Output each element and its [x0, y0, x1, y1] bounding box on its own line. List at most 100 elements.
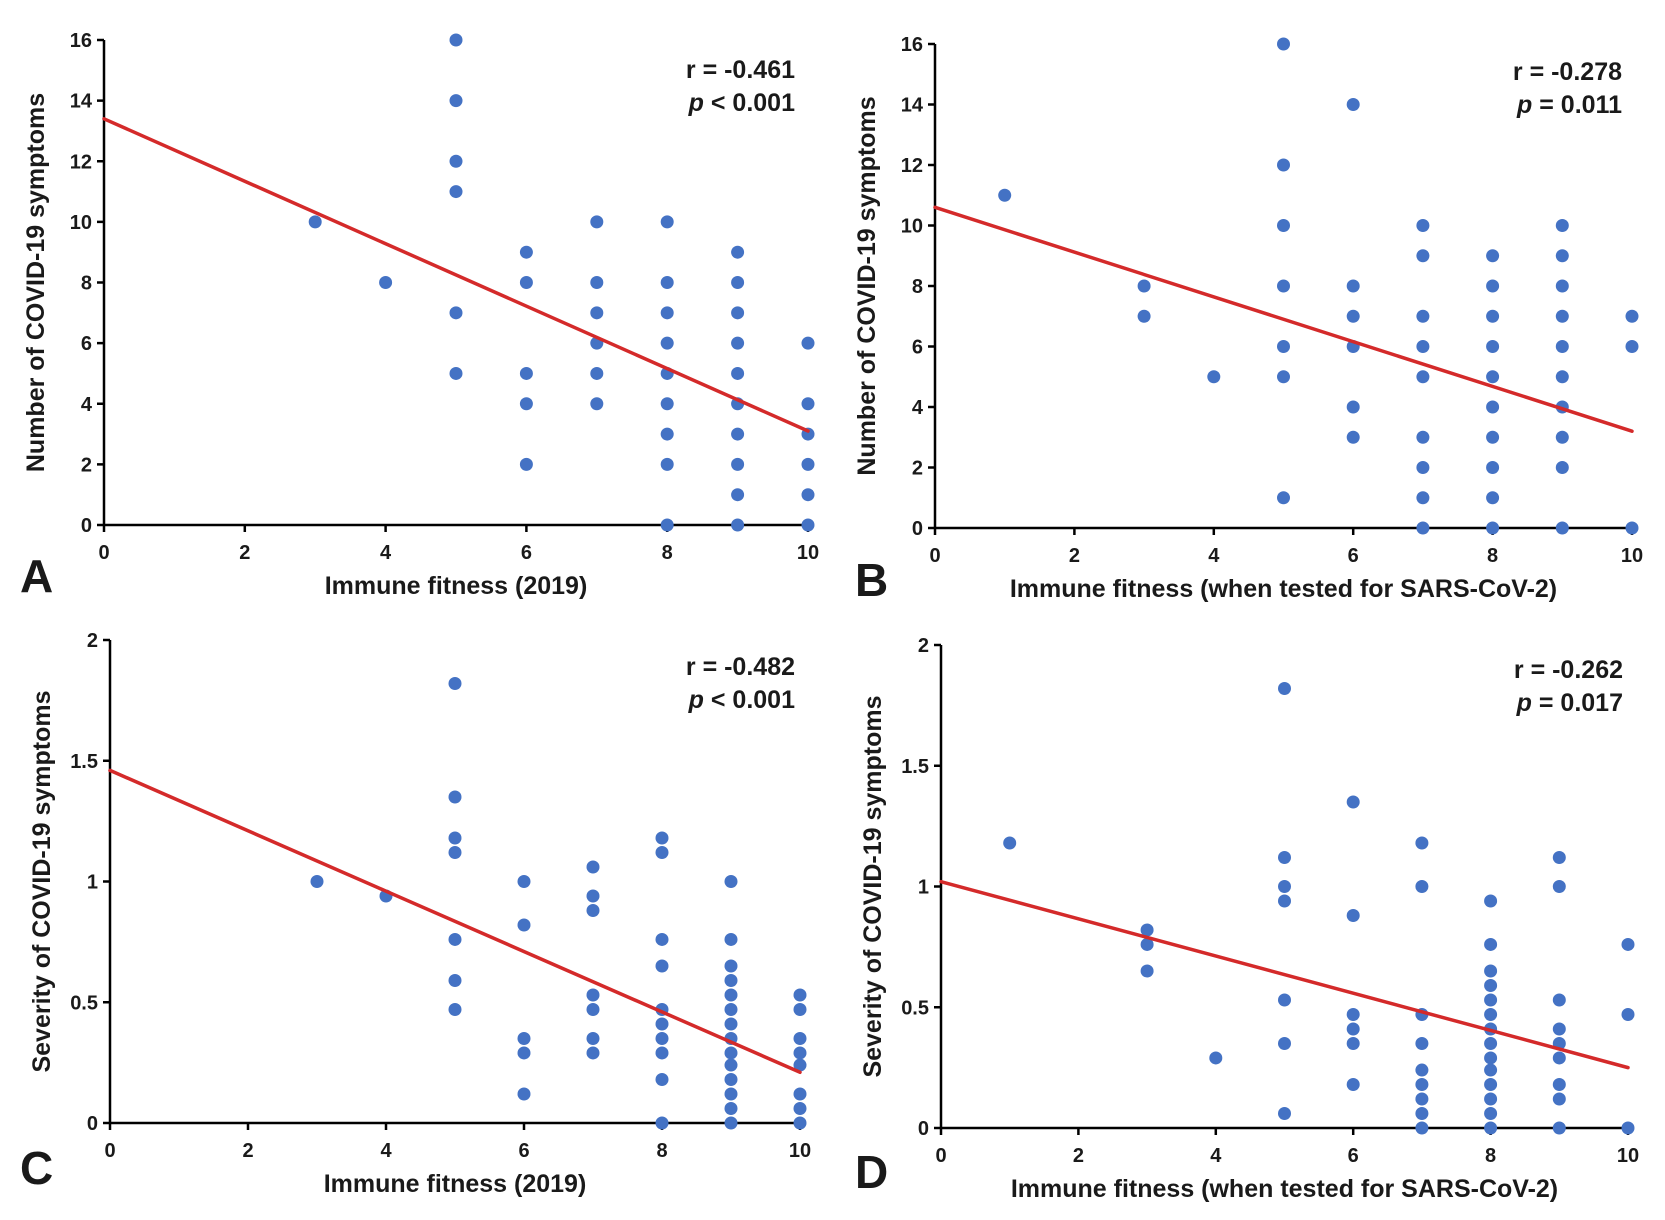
data-point [655, 846, 669, 860]
data-point [448, 846, 462, 860]
stat-r: r = -0.262 [1514, 656, 1623, 684]
data-point [1140, 937, 1154, 951]
data-point [1484, 894, 1498, 908]
data-point [731, 366, 745, 380]
data-point [1415, 836, 1429, 850]
data-point [449, 306, 463, 320]
y-axis-title: Number of COVID-19 symptoms [22, 93, 50, 472]
x-tick-label: 0 [935, 1145, 946, 1167]
data-point [1555, 279, 1569, 293]
data-point [724, 1017, 738, 1031]
data-point [1416, 219, 1430, 232]
data-point [1625, 309, 1639, 323]
x-tick-label: 2 [239, 542, 250, 564]
data-point [793, 1087, 807, 1101]
data-point [517, 1031, 531, 1045]
data-point [1416, 340, 1430, 353]
stat-p: p = 0.011 [1516, 91, 1622, 119]
data-point [1555, 340, 1569, 353]
data-point [1277, 491, 1290, 505]
data-point [449, 94, 463, 108]
panel-letter: B [855, 554, 888, 606]
x-tick-label: 2 [1069, 545, 1080, 567]
data-point [1555, 461, 1569, 474]
data-point [1277, 279, 1290, 293]
data-point [1484, 1121, 1498, 1135]
data-point [586, 860, 600, 874]
data-point [1552, 1092, 1566, 1106]
stat-p-value: < 0.001 [704, 686, 795, 714]
panel-letter: D [855, 1146, 888, 1198]
data-point [793, 1102, 807, 1116]
data-point [448, 1002, 462, 1016]
data-point [655, 831, 669, 845]
stat-r: r = -0.482 [686, 653, 795, 681]
y-tick-label: 1 [87, 872, 98, 894]
data-point [449, 154, 463, 168]
y-tick-label: 14 [70, 91, 93, 113]
data-point [801, 457, 815, 471]
data-point [1552, 851, 1566, 865]
data-point [793, 1116, 807, 1130]
data-point [1484, 937, 1498, 951]
x-tick-label: 8 [1487, 545, 1498, 567]
data-point [1415, 1121, 1429, 1135]
y-tick-label: 10 [901, 216, 923, 238]
data-point [1415, 1092, 1429, 1106]
y-tick-label: 0 [912, 518, 923, 540]
x-tick-label: 6 [518, 1140, 529, 1162]
data-point [1277, 370, 1290, 384]
data-point [724, 1058, 738, 1072]
data-point [1484, 1036, 1498, 1050]
stat-p: p < 0.001 [688, 686, 795, 714]
data-point [1484, 1051, 1498, 1065]
data-point [1555, 249, 1569, 263]
data-point [655, 959, 669, 973]
data-point [517, 1046, 531, 1060]
data-point [660, 276, 674, 289]
data-point [1207, 370, 1221, 384]
data-point [1486, 521, 1500, 535]
data-point [660, 397, 674, 411]
data-point [1621, 1007, 1635, 1021]
data-point [1137, 279, 1151, 293]
data-point [586, 889, 600, 903]
x-axis-title: Immune fitness (2019) [325, 572, 588, 600]
data-point [1621, 1121, 1635, 1135]
data-point [1415, 1036, 1429, 1050]
data-point [517, 875, 531, 888]
data-point [731, 488, 745, 502]
data-point [1484, 993, 1498, 1007]
data-point [724, 959, 738, 973]
y-tick-label: 2 [912, 458, 923, 480]
data-point [1555, 521, 1569, 535]
data-point [1346, 1022, 1360, 1036]
data-point [590, 276, 604, 289]
data-point [660, 518, 674, 532]
data-point [1621, 937, 1635, 951]
data-point [1484, 964, 1498, 978]
data-point [793, 1002, 807, 1016]
data-point [660, 215, 674, 229]
trendline [108, 768, 802, 1075]
data-point [1346, 1007, 1360, 1021]
y-tick-label: 10 [70, 212, 92, 234]
chart-panel-a: 0 2 4 6 8 10 12 14 16 0 2 4 6 8 10 Immune fitness (2019… [20, 30, 819, 602]
data-point [1552, 993, 1566, 1007]
data-point [724, 1046, 738, 1060]
data-point [731, 306, 745, 320]
data-point [1346, 908, 1360, 922]
x-tick-label: 6 [521, 542, 532, 564]
data-point [1416, 309, 1430, 323]
x-tick-label: 8 [656, 1140, 667, 1162]
stat-p: p < 0.001 [688, 89, 795, 117]
data-point [448, 790, 462, 804]
stat-p-value: = 0.017 [1532, 689, 1623, 717]
data-point [724, 875, 738, 888]
data-point [1552, 1051, 1566, 1065]
data-point [1486, 309, 1500, 323]
y-tick-label: 2 [918, 635, 929, 657]
stat-p-value: = 0.011 [1532, 91, 1622, 119]
data-point [1486, 491, 1500, 505]
stat-r: r = -0.278 [1513, 58, 1622, 86]
